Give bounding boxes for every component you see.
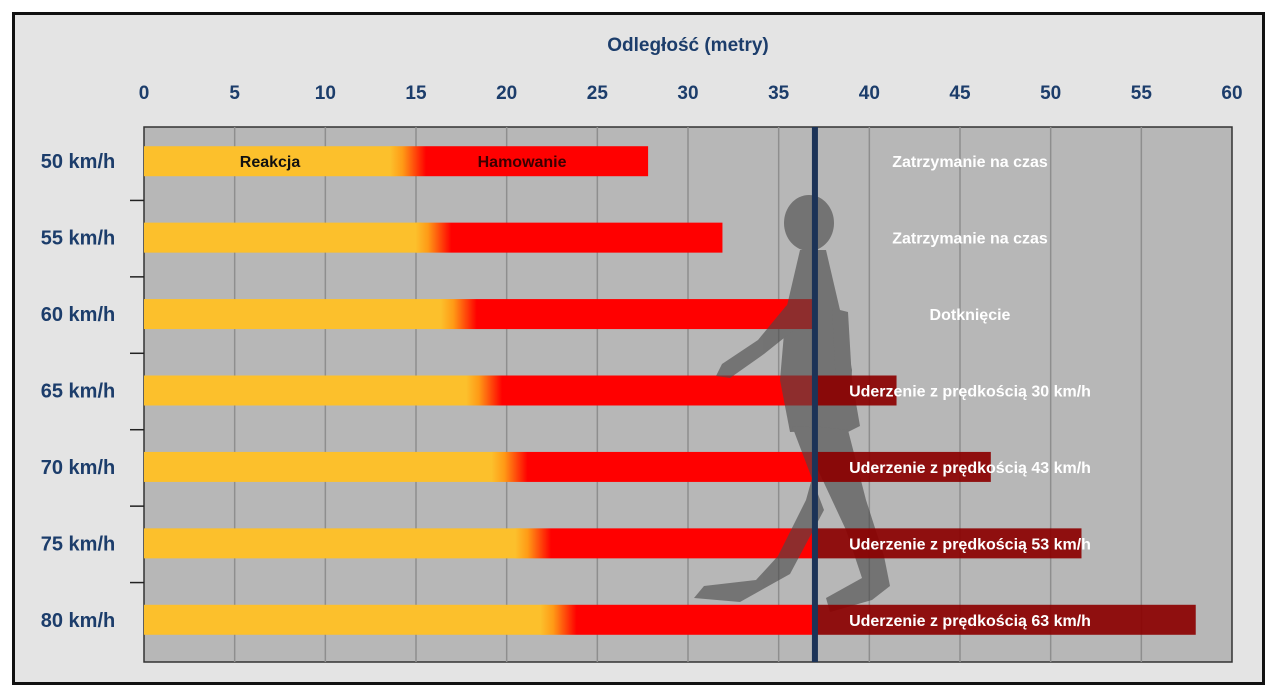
x-tick-label: 50 <box>1040 83 1061 104</box>
outcome-label: Uderzenie z prędkością 43 km/h <box>849 460 1091 477</box>
braking-bar <box>415 222 723 253</box>
x-tick-label: 60 <box>1221 83 1242 104</box>
x-tick-label: 20 <box>496 83 517 104</box>
y-category-label: 60 km/h <box>41 304 115 326</box>
x-axis-title: Odległość (metry) <box>607 35 769 56</box>
bars <box>144 146 815 635</box>
x-tick-label: 35 <box>768 83 790 104</box>
y-category-label: 65 km/h <box>41 381 115 403</box>
outcome-label: Uderzenie z prędkością 63 km/h <box>849 613 1091 630</box>
braking-bar <box>466 375 815 406</box>
outcome-labels: Zatrzymanie na czas Zatrzymanie na czas Do… <box>849 154 1091 630</box>
pedestrian-leg-back <box>694 426 826 602</box>
reaction-bar <box>144 222 422 253</box>
y-category-label: 80 km/h <box>41 610 115 632</box>
reaction-bar <box>144 146 397 177</box>
x-tick-label: 0 <box>139 83 150 104</box>
y-category-labels: 50 km/h 55 km/h 60 km/h 65 km/h 70 km/h 75 km… <box>41 151 144 632</box>
outcome-label: Uderzenie z prędkością 30 km/h <box>849 384 1091 401</box>
braking-bar <box>491 451 815 482</box>
outcome-label: Zatrzymanie na czas <box>892 154 1048 171</box>
braking-bar <box>515 528 815 559</box>
x-tick-labels: 0 5 10 15 20 25 30 35 40 45 50 55 60 <box>139 83 1243 104</box>
y-category-label: 55 km/h <box>41 228 115 250</box>
braking-bar <box>440 299 815 330</box>
pedestrian-position-line <box>811 127 818 662</box>
y-category-label: 50 km/h <box>41 151 115 173</box>
pedestrian-head <box>784 195 834 251</box>
impact-bar <box>814 375 897 406</box>
x-tick-label: 15 <box>405 83 427 104</box>
x-tick-label: 55 <box>1131 83 1153 104</box>
segment-labels: Reakcja Hamowanie <box>240 154 567 171</box>
x-tick-label: 40 <box>859 83 880 104</box>
braking-label: Hamowanie <box>478 154 567 171</box>
impact-bar <box>814 528 1082 559</box>
braking-bar <box>540 604 815 635</box>
outcome-label: Uderzenie z prędkością 53 km/h <box>849 536 1091 553</box>
reaction-bar <box>144 375 473 406</box>
x-tick-label: 5 <box>229 83 240 104</box>
reaction-label: Reakcja <box>240 154 301 171</box>
impact-segments <box>814 375 1196 635</box>
x-tick-label: 10 <box>315 83 336 104</box>
outcome-label: Zatrzymanie na czas <box>892 231 1048 248</box>
reaction-bar <box>144 299 447 330</box>
impact-bar <box>814 451 991 482</box>
reaction-bar <box>144 604 547 635</box>
impact-bar <box>814 604 1196 635</box>
x-tick-label: 45 <box>949 83 971 104</box>
y-category-label: 70 km/h <box>41 457 115 479</box>
x-tick-label: 25 <box>587 83 609 104</box>
y-category-label: 75 km/h <box>41 533 115 555</box>
x-tick-label: 30 <box>677 83 698 104</box>
reaction-bar <box>144 528 522 559</box>
reaction-bar <box>144 451 498 482</box>
pedestrian-arm-back <box>716 298 796 378</box>
outcome-label: Dotknięcie <box>930 307 1011 324</box>
braking-bar <box>390 146 649 177</box>
